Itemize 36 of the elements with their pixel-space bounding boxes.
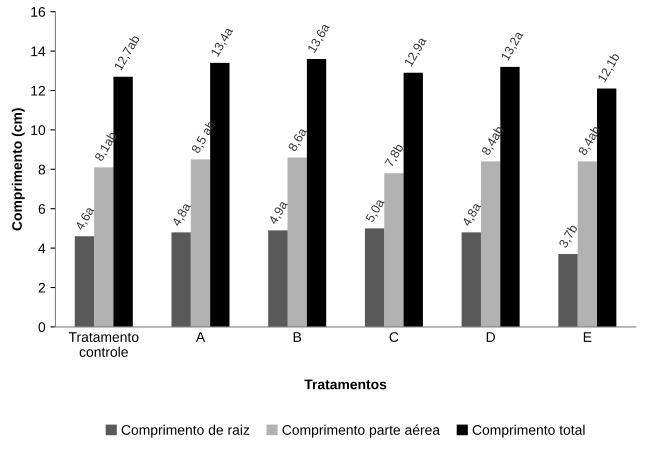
x-tick-label: C [390,332,398,342]
bar [190,159,210,327]
data-label: 7,8b [384,142,405,168]
bar [268,230,288,327]
y-tick-label: 4 [38,244,46,254]
bar [480,161,500,327]
legend-label: Comprimento de raiz [122,424,250,438]
y-tick-label: 6 [38,204,46,214]
bar [288,157,307,327]
bar [171,232,191,327]
legend-label: Comprimento parte aérea [282,424,440,438]
x-tick-label: A [196,332,206,342]
bar [462,232,481,327]
y-axis-title: Comprimento (cm) [12,108,25,230]
y-tick-label: 2 [38,282,45,293]
bar [74,236,94,327]
x-tick-label: B [294,332,302,342]
bar [94,167,114,327]
y-tick-label: 0 [38,322,46,332]
legend-label: Comprimento total [472,424,585,438]
y-tick-label: 16 [31,7,46,17]
bar [578,161,598,327]
y-tick-label: 10 [31,125,46,136]
bar [384,173,404,327]
data-label: 8,5 ab [190,120,217,155]
bar [404,72,423,327]
y-tick-label: 12 [31,86,45,96]
y-tick-label: 8 [38,164,46,174]
x-tick-label: D [486,332,495,342]
x-tick-label: E [584,332,592,342]
y-tick-label: 14 [31,46,46,56]
bar [364,228,384,327]
bar [306,58,326,327]
bar [558,254,578,327]
x-axis-title: Tratamentos [304,380,386,390]
x-tick-label: Tratamento controle [68,332,138,357]
